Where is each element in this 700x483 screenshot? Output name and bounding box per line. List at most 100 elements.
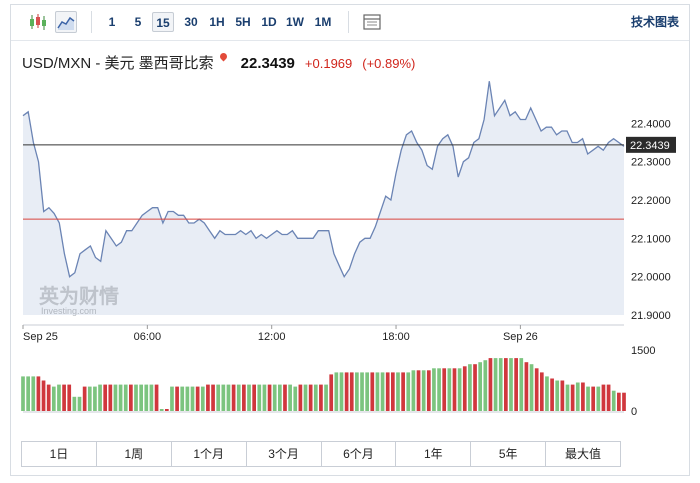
volume-bar	[349, 372, 354, 411]
range-button[interactable]: 5年	[471, 442, 547, 466]
candlestick-chart-icon[interactable]	[27, 11, 49, 33]
volume-bar	[529, 364, 534, 411]
volume-bar	[262, 384, 267, 411]
volume-bar	[355, 372, 359, 411]
volume-bar	[154, 384, 159, 411]
price-line	[22, 81, 625, 279]
interval-button[interactable]: 5H	[235, 15, 251, 29]
volume-bar	[334, 372, 339, 411]
interval-button[interactable]: 15	[152, 12, 174, 32]
volume-bar	[617, 392, 621, 411]
volume-bar	[170, 386, 174, 411]
pair-name: USD/MXN - 美元 墨西哥比索	[22, 55, 214, 72]
range-button[interactable]: 6个月	[321, 442, 397, 466]
volume-bar	[565, 384, 570, 411]
table-view-icon[interactable]	[361, 11, 383, 33]
x-tick-label: 12:00	[258, 331, 286, 343]
range-button[interactable]: 1日	[22, 442, 97, 466]
volume-bar	[498, 358, 503, 411]
volume-bar	[313, 384, 318, 411]
volume-bar	[180, 386, 185, 411]
volume-bar	[308, 384, 313, 411]
watermark-sub: Investing.com	[41, 306, 97, 316]
interval-button[interactable]: 30	[184, 15, 198, 29]
volume-bar	[57, 384, 61, 411]
volume-bar	[324, 384, 328, 411]
volume-bar	[87, 386, 92, 411]
volume-bar	[195, 386, 200, 411]
volume-bar	[329, 374, 334, 411]
volume-bar	[51, 386, 56, 411]
volume-bar	[622, 392, 626, 411]
volume-bar	[231, 384, 236, 411]
pin-icon[interactable]	[218, 51, 229, 62]
volume-bar	[385, 372, 390, 411]
volume-bar	[139, 384, 143, 411]
volume-bar	[211, 384, 215, 411]
interval-button[interactable]: 1H	[209, 15, 225, 29]
volume-bar	[426, 370, 431, 411]
volume-bar	[21, 376, 25, 411]
volume-bar	[144, 384, 149, 411]
volume-bar	[288, 384, 292, 411]
volume-bar	[555, 380, 560, 411]
range-button[interactable]: 最大值	[546, 442, 620, 466]
volume-bar	[478, 362, 483, 411]
volume-bar	[242, 384, 246, 411]
interval-button[interactable]: 5	[134, 15, 142, 29]
toolbar-divider	[91, 11, 92, 33]
volume-bar	[365, 372, 370, 411]
range-button[interactable]: 1个月	[171, 442, 247, 466]
volume-bar	[216, 384, 221, 411]
range-button[interactable]: 1年	[396, 442, 472, 466]
x-tick-label: Sep 26	[503, 331, 538, 343]
volume-bar	[164, 409, 169, 411]
volume-bar	[298, 384, 303, 411]
volume-bar	[257, 384, 262, 411]
volume-bar	[82, 386, 87, 411]
last-price-tag	[626, 136, 676, 153]
volume-bar	[524, 362, 529, 411]
volume-bar	[159, 409, 164, 411]
technical-chart-link[interactable]: 技术图表	[630, 15, 679, 29]
volume-bar	[452, 368, 457, 411]
volume-bar	[447, 368, 452, 411]
volume-bar	[272, 384, 277, 411]
range-button[interactable]: 3个月	[246, 442, 322, 466]
volume-bar	[539, 372, 544, 411]
area-chart-icon[interactable]	[55, 11, 77, 33]
volume-bar	[586, 386, 590, 411]
volume-bar	[375, 372, 380, 411]
quote-header: USD/MXN - 美元 墨西哥比索 22.3439 +0.1969 (+0.89%)	[22, 51, 416, 74]
volume-bar	[129, 384, 133, 411]
volume-bar	[575, 382, 580, 411]
range-button[interactable]: 1周	[96, 442, 172, 466]
volume-bar	[432, 368, 436, 411]
volume-bar	[504, 358, 508, 411]
price-change-percent: (+0.89%)	[362, 56, 416, 71]
volume-bar	[236, 384, 241, 411]
last-price-tag-label: 22.3439	[630, 140, 670, 152]
interval-button[interactable]: 1D	[261, 15, 277, 29]
volume-bar	[46, 384, 51, 411]
volume-bar	[519, 358, 524, 411]
volume-bar	[247, 384, 251, 411]
volume-bar	[360, 372, 364, 411]
volume-bar	[483, 360, 488, 411]
volume-bar	[550, 378, 554, 411]
volume-bar	[401, 372, 405, 411]
volume-bar	[581, 382, 585, 411]
volume-bar	[391, 372, 395, 411]
interval-button[interactable]: 1	[108, 15, 116, 29]
volume-bar	[26, 376, 30, 411]
interval-button[interactable]: 1W	[286, 15, 304, 29]
volume-bar	[303, 384, 308, 411]
price-tick-label: 21.9000	[631, 310, 671, 322]
interval-button[interactable]: 1M	[314, 15, 332, 29]
price-volume-chart[interactable]: 22.4000 22.3000 22.2000 22.1000 22.0000 21.90…	[11, 75, 689, 435]
volume-bar	[545, 376, 549, 411]
price-tick-label: 22.2000	[631, 195, 671, 207]
watermark-brand: 英为财情	[39, 284, 119, 308]
volume-bar	[41, 380, 46, 411]
volume-bar	[596, 386, 601, 411]
